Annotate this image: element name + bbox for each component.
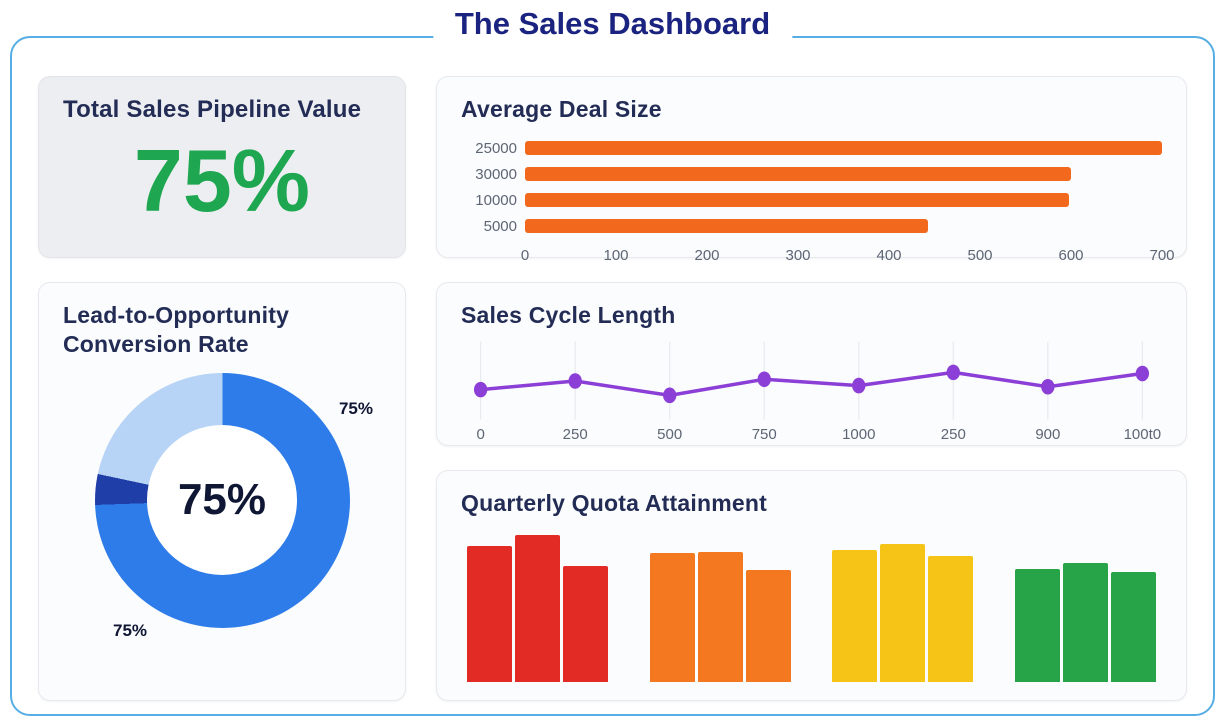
x-axis-tick: 750 [751,425,777,443]
y-axis-label: 30000 [475,165,517,183]
quota-bar-group [832,543,974,682]
quota-bar [467,545,512,682]
cycle-card-title: Sales Cycle Length [461,302,676,328]
quota-card-title: Quarterly Quota Attainment [461,490,767,516]
x-axis-tick: 200 [694,246,720,264]
deal-size-bar [525,193,1070,208]
quota-bar [649,552,695,682]
x-axis-tick: 1000 [842,425,876,443]
dashboard-frame: Total Sales Pipeline Value 75% Average D… [10,36,1215,716]
card-conversion-rate: Lead-to-Opportunity Conversion Rate 75% … [38,282,406,701]
cycle-line [481,372,1143,395]
deal-size-row: 5000 [461,218,1162,235]
y-axis-label: 5000 [483,217,517,235]
deal-size-x-axis: 0 100 200 300 400 500 600 700 [521,246,1175,267]
deal-size-chart: 25000 30000 10000 5000 0 100 200 300 400 500 600 7… [461,140,1175,267]
deal-size-bar [525,167,1071,182]
card-sales-cycle-length: Sales Cycle Length 0 250 500 750 1000 250 900 1… [436,282,1187,446]
page-title: The Sales Dashboard [432,6,793,42]
quota-bar [563,565,608,682]
quota-bar-group [1014,562,1156,682]
cycle-point [473,381,488,398]
y-axis-label: 10000 [475,191,517,209]
deal-size-row: 25000 [461,140,1162,157]
quota-bar-group [467,534,608,682]
card-total-sales-pipeline: Total Sales Pipeline Value 75% [38,76,406,258]
x-axis-tick: 500 [657,425,683,443]
x-axis-tick: 250 [562,425,588,443]
dashboard-grid: Total Sales Pipeline Value 75% Average D… [38,76,1187,701]
quota-bar [880,543,926,682]
donut-ring: 75% [94,372,350,628]
cycle-point [663,387,677,403]
cycle-point [852,377,866,394]
y-axis-label: 25000 [475,139,517,157]
x-axis-tick: 300 [785,246,811,264]
quota-bar [1110,571,1156,682]
x-axis-tick: 0 [476,425,485,443]
deal-size-row: 30000 [461,166,1162,183]
x-axis-tick: 400 [876,246,902,264]
cycle-x-axis: 0 250 500 750 1000 250 900 100t0 [461,426,1162,446]
quota-bar [832,549,878,682]
deal-size-card-title: Average Deal Size [461,96,662,122]
sales-cycle-line-chart [473,340,1150,422]
x-axis-tick: 600 [1058,246,1084,264]
x-axis-tick: 250 [940,425,966,443]
deal-size-bar [525,219,929,234]
deal-size-bar [525,141,1162,156]
quota-bar-group [649,551,791,682]
x-axis-tick: 500 [967,246,993,264]
bar-track [525,193,1162,208]
conversion-card-title: Lead-to-Opportunity Conversion Rate [63,302,290,357]
quota-bar [1014,568,1060,682]
card-quarterly-quota: Quarterly Quota Attainment [436,470,1187,701]
pipeline-value: 75% [133,131,311,230]
quota-bar [1062,562,1108,682]
x-axis-tick: 100 [603,246,629,264]
conversion-donut-chart: 75% 75% 75% [63,372,381,673]
quota-bar [515,534,560,682]
x-axis-tick: 700 [1149,246,1175,264]
pipeline-card-title: Total Sales Pipeline Value [63,96,362,123]
x-axis-tick: 100t0 [1123,425,1162,443]
donut-callout-bottom: 75% [113,620,148,640]
card-average-deal-size: Average Deal Size 25000 30000 10000 5000 0 1… [436,76,1187,264]
x-axis-tick: 0 [520,246,530,264]
cycle-point [1135,365,1150,382]
quota-bar-chart [461,532,1162,682]
bar-track [525,219,1162,234]
quota-bar [928,555,974,682]
quota-bar [697,551,743,682]
cycle-point [757,371,771,387]
cycle-point [946,364,960,380]
x-axis-tick: 900 [1035,425,1061,443]
donut-center-label: 75% [147,425,297,575]
deal-size-bars: 25000 30000 10000 5000 [461,140,1162,235]
cycle-point [1041,378,1055,395]
bar-track [525,141,1162,156]
bar-track [525,167,1162,182]
cycle-point [568,372,582,389]
donut-callout-top: 75% [338,398,373,418]
deal-size-row: 10000 [461,192,1162,209]
quota-bar [745,569,791,682]
